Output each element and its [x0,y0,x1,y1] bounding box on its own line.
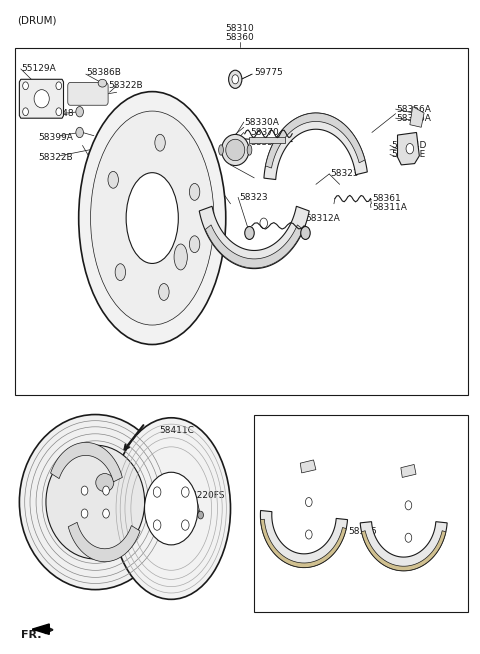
Ellipse shape [91,111,214,325]
Text: 58370: 58370 [251,128,279,137]
FancyBboxPatch shape [68,82,108,105]
Text: 58399A: 58399A [38,133,73,141]
Circle shape [23,82,28,90]
Circle shape [76,107,84,117]
Text: 58366A: 58366A [396,114,432,123]
Polygon shape [361,530,446,571]
Ellipse shape [46,445,144,559]
Circle shape [198,511,204,519]
Text: 58350: 58350 [251,139,279,147]
Circle shape [181,487,189,497]
Circle shape [405,501,412,510]
Text: 1220FS: 1220FS [192,491,225,500]
Text: 58360: 58360 [226,33,254,42]
Circle shape [56,108,61,116]
Ellipse shape [19,415,171,590]
Polygon shape [397,133,420,165]
Ellipse shape [226,139,245,161]
Polygon shape [264,113,367,180]
Polygon shape [205,225,303,268]
Text: (DRUM): (DRUM) [17,16,57,26]
Text: 58323: 58323 [239,193,268,202]
Ellipse shape [112,418,230,599]
Ellipse shape [34,90,49,108]
Polygon shape [360,522,447,571]
Ellipse shape [155,134,165,151]
Ellipse shape [115,264,126,281]
Text: FR.: FR. [21,630,41,640]
Polygon shape [19,79,63,118]
Circle shape [103,509,109,518]
Circle shape [153,487,161,497]
Polygon shape [265,113,365,168]
Circle shape [260,218,267,228]
Ellipse shape [247,145,252,155]
Polygon shape [261,519,346,568]
Circle shape [305,530,312,539]
Ellipse shape [190,184,200,200]
Polygon shape [199,206,309,269]
Circle shape [181,520,189,530]
Ellipse shape [126,173,179,264]
Ellipse shape [159,284,169,300]
Circle shape [406,143,414,154]
Ellipse shape [219,145,223,155]
Text: 58330A: 58330A [245,118,280,127]
Text: 58322B: 58322B [38,152,73,162]
Bar [254,415,468,612]
Text: 58361: 58361 [372,194,401,203]
Text: 58344D: 58344D [391,141,426,150]
Text: 58310: 58310 [226,24,254,33]
Text: 55129A: 55129A [21,65,56,73]
Text: 58312A: 58312A [305,214,340,222]
Polygon shape [300,460,316,473]
Circle shape [153,520,161,530]
Ellipse shape [98,79,107,87]
Polygon shape [68,523,140,562]
Polygon shape [410,107,424,128]
Ellipse shape [174,244,187,270]
Bar [250,137,285,143]
Text: 58323: 58323 [330,169,359,179]
Text: 58322B: 58322B [108,81,143,90]
Polygon shape [401,464,416,477]
Text: 58356A: 58356A [396,105,432,114]
Text: 58345E: 58345E [391,150,425,159]
Circle shape [81,486,88,495]
Text: 58305: 58305 [348,526,377,536]
Ellipse shape [144,472,198,545]
Bar [14,48,468,395]
Text: 59775: 59775 [254,67,283,77]
Circle shape [228,70,242,88]
Text: 58311A: 58311A [372,203,407,212]
Ellipse shape [79,92,226,345]
Circle shape [232,75,239,84]
Text: 58348: 58348 [46,109,74,118]
Ellipse shape [190,236,200,252]
Circle shape [301,226,310,239]
Circle shape [103,486,109,495]
Ellipse shape [221,135,249,165]
Circle shape [305,498,312,507]
Circle shape [245,226,254,239]
Polygon shape [32,624,49,634]
Circle shape [81,509,88,518]
Circle shape [405,533,412,542]
Text: 58411C: 58411C [159,426,194,436]
Circle shape [76,128,84,137]
Circle shape [56,82,61,90]
Polygon shape [261,511,348,568]
Ellipse shape [96,473,114,492]
Ellipse shape [108,171,119,188]
Text: 58386B: 58386B [86,67,120,77]
Circle shape [23,108,28,116]
Polygon shape [50,442,122,482]
